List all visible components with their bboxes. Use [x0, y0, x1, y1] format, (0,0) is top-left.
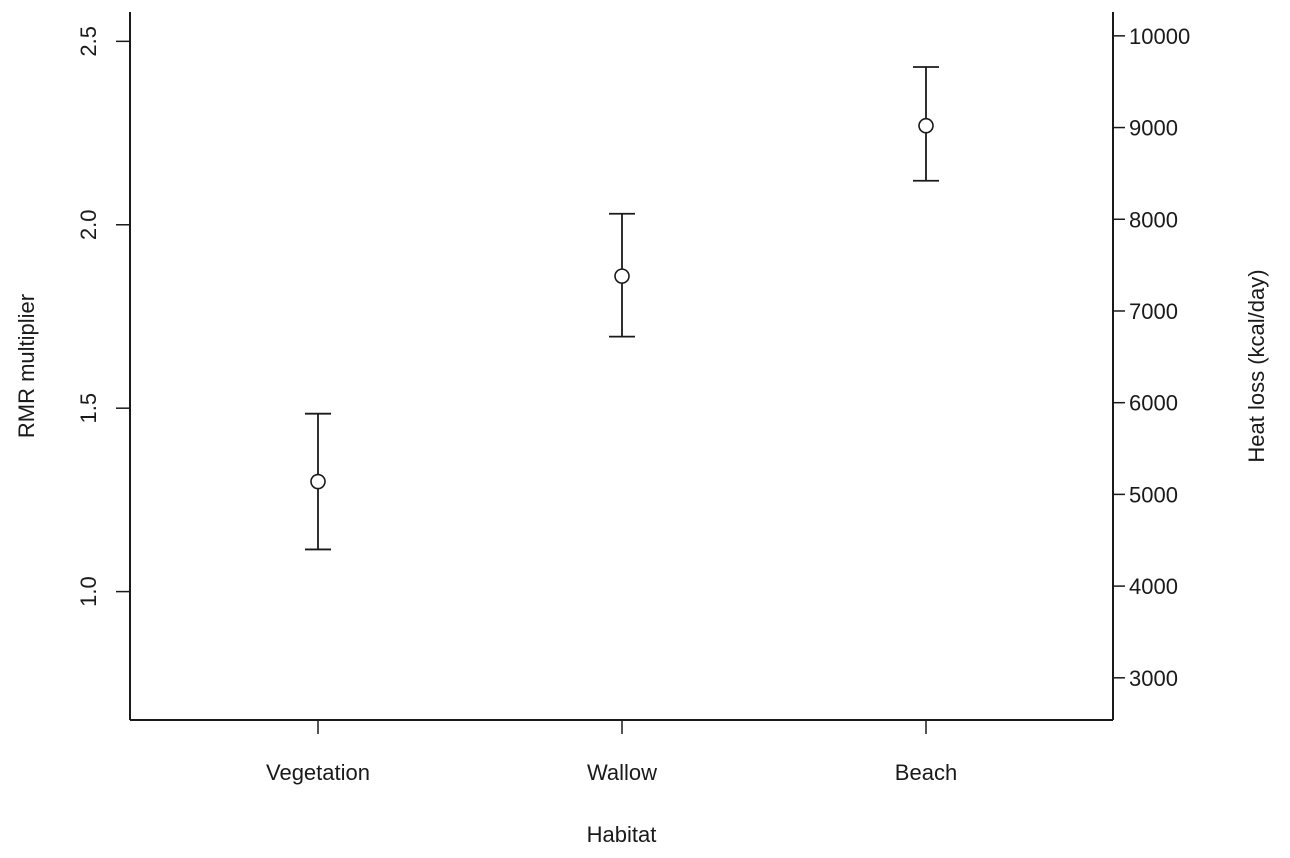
- x-axis-title: Habitat: [587, 822, 657, 847]
- axes: 1.0 1.5 2.0 2.5 3000 4000 5000 6000 7000 8000 9000…: [76, 12, 1190, 785]
- y2-tick-label: 5000: [1129, 482, 1178, 507]
- y-tick-label: 2.5: [76, 26, 101, 57]
- x-tick-label: Vegetation: [266, 760, 370, 785]
- y2-tick-label: 6000: [1129, 391, 1178, 416]
- data-point: [918, 117, 934, 134]
- y-axis-title: RMR multiplier: [14, 294, 39, 438]
- y2-tick-label: 7000: [1129, 299, 1178, 324]
- data-marks: [305, 66, 939, 551]
- y2-tick-label: 3000: [1129, 666, 1178, 691]
- data-point: [310, 473, 326, 490]
- x-tick-label: Wallow: [587, 760, 657, 785]
- y2-tick-label: 9000: [1129, 116, 1178, 141]
- data-point: [614, 268, 630, 284]
- y-tick-label: 1.5: [76, 393, 101, 424]
- y2-tick-label: 10000: [1129, 24, 1190, 49]
- x-tick-label: Beach: [895, 760, 957, 785]
- y2-tick-label: 8000: [1129, 207, 1178, 232]
- y2-axis-title: Heat loss (kcal/day): [1244, 269, 1269, 462]
- y-tick-label: 2.0: [76, 209, 101, 240]
- y-tick-label: 1.0: [76, 576, 101, 607]
- y2-tick-label: 4000: [1129, 574, 1178, 599]
